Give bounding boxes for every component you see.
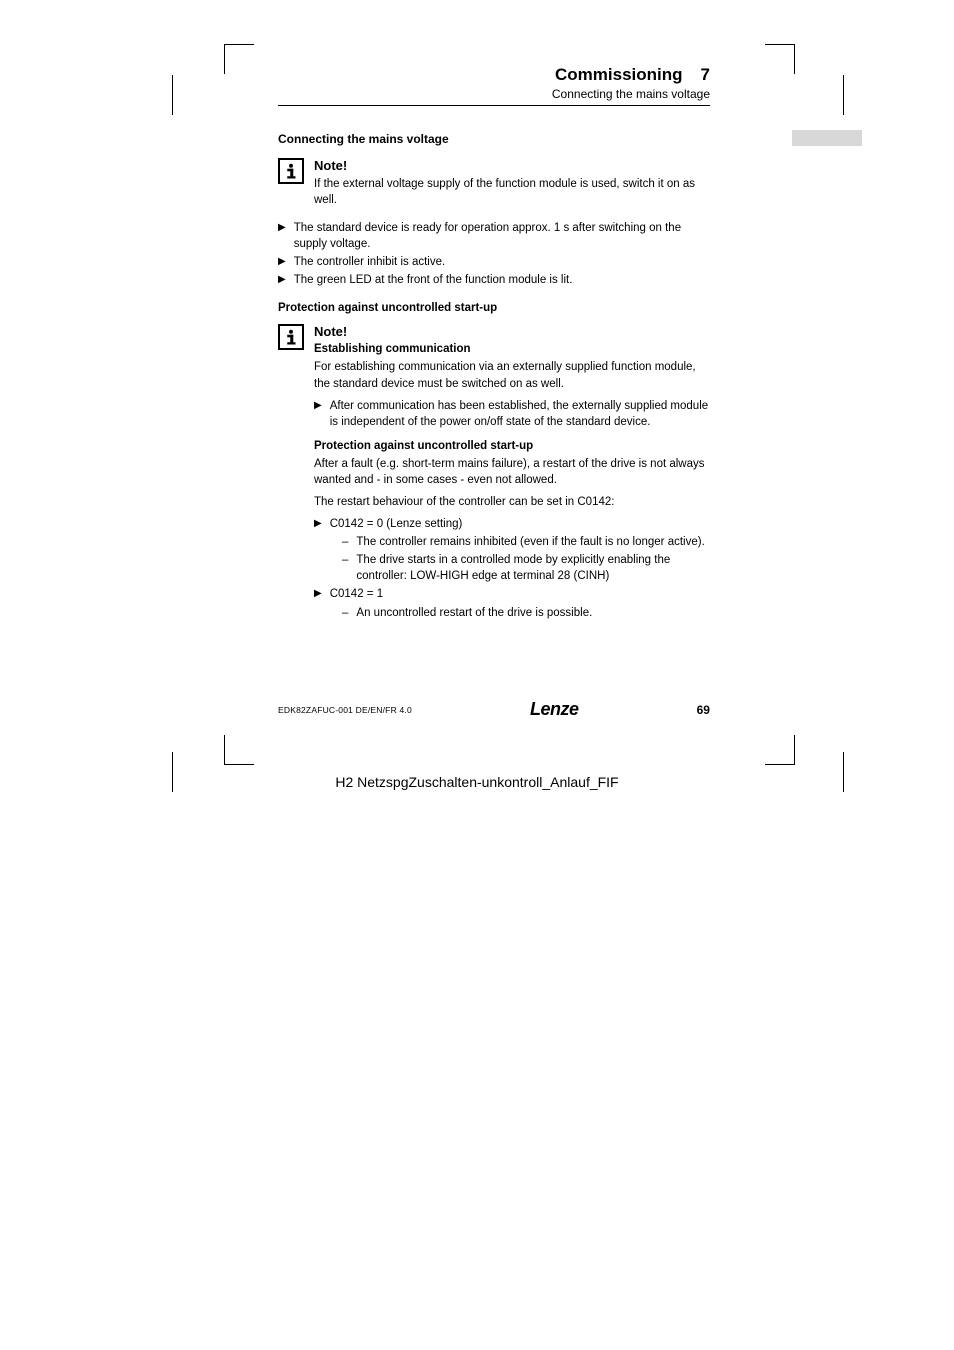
side-mark-left-top — [172, 75, 173, 115]
triangle-icon: ▶ — [278, 221, 286, 252]
dash-icon: – — [342, 534, 348, 550]
bullet-item: ▶ C0142 = 0 (Lenze setting) — [314, 516, 710, 532]
bullet-item: ▶ After communication has been establishe… — [314, 398, 710, 430]
section1-bullets: ▶ The standard device is ready for operat… — [278, 220, 710, 288]
bottom-reference: H2 NetzspgZuschalten-unkontroll_Anlauf_F… — [0, 774, 954, 790]
bullet-item: ▶ The green LED at the front of the funct… — [278, 272, 710, 288]
page-footer: EDK82ZAFUC-001 DE/EN/FR 4.0 Lenze 69 — [278, 699, 710, 720]
triangle-icon: ▶ — [278, 273, 286, 288]
footer-logo: Lenze — [530, 699, 579, 720]
protection-text-2: The restart behaviour of the controller … — [314, 494, 710, 510]
bullet-item: ▶ The controller inhibit is active. — [278, 254, 710, 270]
crop-mark-tr — [765, 44, 795, 74]
bullet-text: The controller inhibit is active. — [294, 254, 445, 270]
bullet-text: After communication has been established… — [330, 398, 710, 430]
bullet-text: The standard device is ready for operati… — [294, 220, 710, 252]
protection-text-1: After a fault (e.g. short-term mains fai… — [314, 456, 710, 488]
bullet-text: C0142 = 0 (Lenze setting) — [330, 516, 463, 532]
section2-heading: Protection against uncontrolled start-up — [278, 302, 710, 314]
bullet-item: ▶ The standard device is ready for operat… — [278, 220, 710, 252]
protection-heading: Protection against uncontrolled start-up — [314, 440, 710, 452]
triangle-icon: ▶ — [314, 399, 322, 430]
note1-text: If the external voltage supply of the fu… — [314, 177, 710, 208]
triangle-icon: ▶ — [314, 517, 322, 532]
chapter-number: 7 — [701, 65, 710, 85]
section1-heading: Connecting the mains voltage — [278, 132, 710, 146]
note-block-1: Note! If the external voltage supply of … — [278, 158, 710, 208]
crop-mark-br — [765, 735, 795, 765]
side-mark-right-top — [843, 75, 844, 115]
bullet-item: ▶ C0142 = 1 — [314, 586, 710, 602]
dash-icon: – — [342, 605, 348, 621]
crop-mark-bl — [224, 735, 254, 765]
sub-bullet-item: –An uncontrolled restart of the drive is… — [342, 605, 710, 621]
header-rule — [278, 105, 710, 106]
info-icon — [278, 324, 304, 350]
bullet-text: C0142 = 1 — [330, 586, 383, 602]
establishing-heading: Establishing communication — [314, 343, 710, 355]
triangle-icon: ▶ — [314, 587, 322, 602]
sub-bullet-text: The controller remains inhibited (even i… — [356, 534, 704, 550]
dash-icon: – — [342, 552, 348, 584]
chapter-title: Commissioning — [555, 65, 683, 85]
page-header: Commissioning 7 — [278, 65, 710, 85]
note-block-2: Note! Establishing communication For est… — [278, 324, 710, 622]
note1-title: Note! — [314, 158, 710, 173]
bullet-text: The green LED at the front of the functi… — [294, 272, 573, 288]
header-gray-bar — [792, 130, 862, 146]
page-content: Commissioning 7 Connecting the mains vol… — [278, 65, 710, 623]
note2-title: Note! — [314, 324, 710, 339]
chapter-subtitle: Connecting the mains voltage — [278, 87, 710, 101]
triangle-icon: ▶ — [278, 255, 286, 270]
sub-bullet-text: An uncontrolled restart of the drive is … — [356, 605, 592, 621]
sub-bullet-text: The drive starts in a controlled mode by… — [356, 552, 710, 584]
sub-bullet-item: –The drive starts in a controlled mode b… — [342, 552, 710, 584]
footer-page-number: 69 — [697, 703, 710, 717]
sub-bullet-item: –The controller remains inhibited (even … — [342, 534, 710, 550]
footer-doc-id: EDK82ZAFUC-001 DE/EN/FR 4.0 — [278, 705, 412, 715]
establishing-text: For establishing communication via an ex… — [314, 359, 710, 391]
info-icon — [278, 158, 304, 184]
crop-mark-tl — [224, 44, 254, 74]
